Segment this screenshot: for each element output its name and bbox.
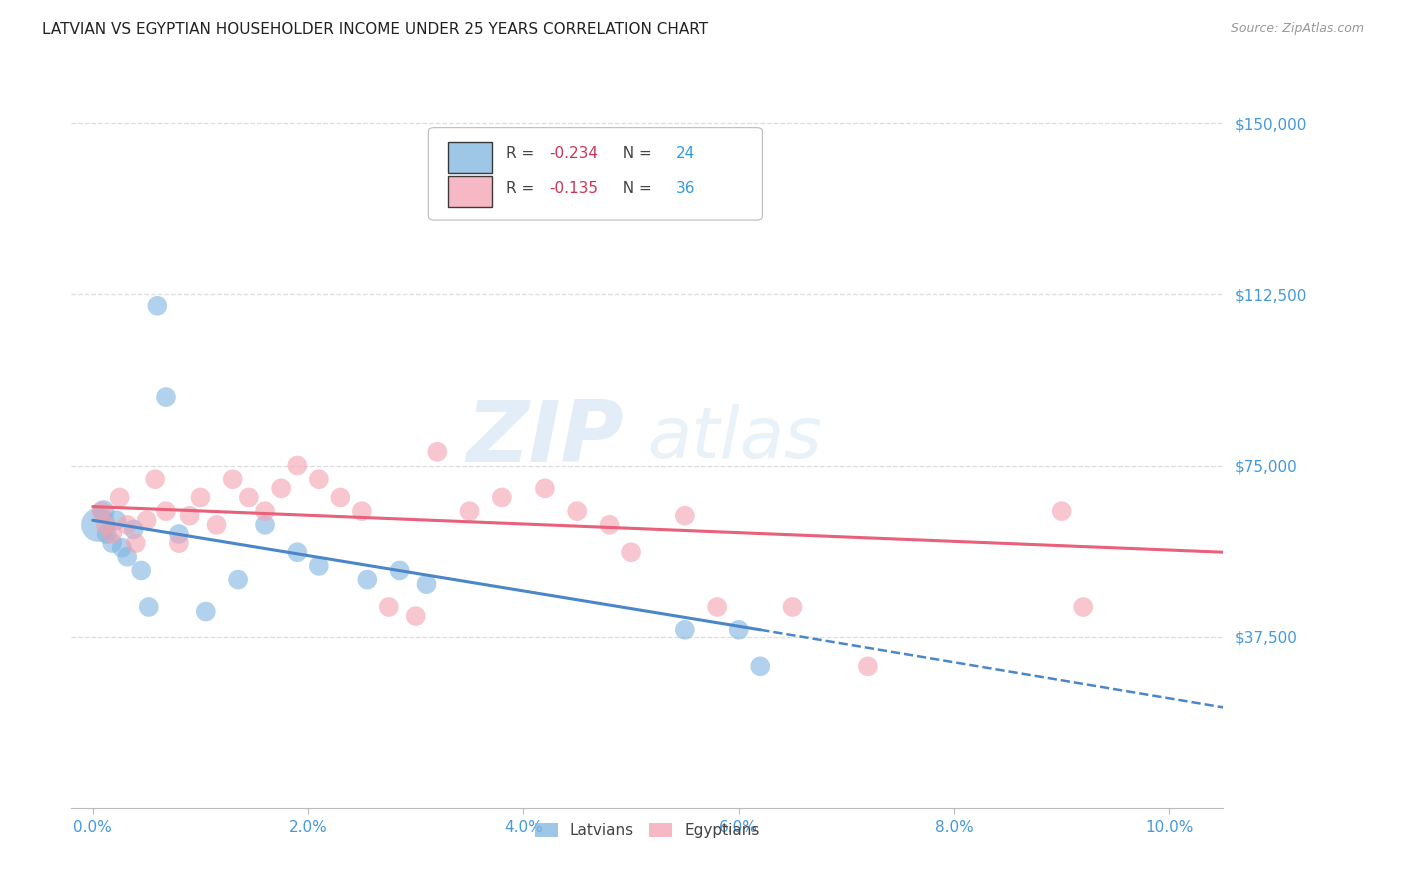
Text: Source: ZipAtlas.com: Source: ZipAtlas.com <box>1230 22 1364 36</box>
Point <box>167 536 190 550</box>
Point <box>111 541 134 555</box>
Point <box>155 504 177 518</box>
Point <box>285 545 308 559</box>
Point <box>599 517 621 532</box>
Point <box>101 536 124 550</box>
Point <box>155 390 177 404</box>
Point <box>105 513 128 527</box>
Text: 36: 36 <box>676 181 696 195</box>
Point <box>179 508 201 523</box>
Point <box>458 504 481 518</box>
Text: LATVIAN VS EGYPTIAN HOUSEHOLDER INCOME UNDER 25 YEARS CORRELATION CHART: LATVIAN VS EGYPTIAN HOUSEHOLDER INCOME U… <box>42 22 709 37</box>
Point <box>749 659 772 673</box>
Point <box>329 491 352 505</box>
Point <box>108 491 131 505</box>
FancyBboxPatch shape <box>429 128 762 220</box>
Point <box>350 504 373 518</box>
Point <box>146 299 169 313</box>
Text: -0.135: -0.135 <box>550 181 599 195</box>
Point <box>226 573 249 587</box>
Point <box>90 504 112 518</box>
Point <box>426 445 449 459</box>
Point <box>782 599 804 614</box>
Point <box>87 517 110 532</box>
Point <box>415 577 437 591</box>
Point <box>253 504 276 518</box>
Point <box>620 545 643 559</box>
Point <box>138 599 160 614</box>
Point <box>388 564 411 578</box>
Point <box>856 659 879 673</box>
Point <box>1050 504 1073 518</box>
Point <box>253 517 276 532</box>
Point <box>122 522 145 536</box>
Point <box>1071 599 1094 614</box>
Text: N =: N = <box>613 146 657 161</box>
Point <box>222 472 245 486</box>
Point <box>673 623 696 637</box>
FancyBboxPatch shape <box>449 177 492 208</box>
Point <box>308 558 330 573</box>
Point <box>567 504 589 518</box>
Point <box>115 517 138 532</box>
Point <box>727 623 749 637</box>
Point <box>143 472 166 486</box>
Y-axis label: Householder Income Under 25 years: Householder Income Under 25 years <box>0 304 7 573</box>
Point <box>101 527 124 541</box>
Text: ZIP: ZIP <box>467 397 624 480</box>
Text: -0.234: -0.234 <box>550 146 599 161</box>
Point <box>135 513 157 527</box>
Point <box>238 491 260 505</box>
Point <box>96 527 118 541</box>
Point <box>167 527 190 541</box>
Text: R =: R = <box>506 181 538 195</box>
Point <box>270 481 292 495</box>
Point <box>673 508 696 523</box>
Point <box>194 605 217 619</box>
Point <box>491 491 513 505</box>
Point <box>129 564 152 578</box>
Legend: Latvians, Egyptians: Latvians, Egyptians <box>529 817 766 845</box>
Point <box>534 481 557 495</box>
Point <box>378 599 401 614</box>
Point <box>405 609 427 624</box>
Text: atlas: atlas <box>647 404 823 473</box>
Point <box>94 517 117 532</box>
Point <box>115 549 138 564</box>
Point <box>706 599 728 614</box>
Point <box>356 573 378 587</box>
FancyBboxPatch shape <box>449 142 492 173</box>
Point <box>205 517 228 532</box>
Point <box>190 491 212 505</box>
Point <box>93 504 115 518</box>
Point <box>308 472 330 486</box>
Text: N =: N = <box>613 181 657 195</box>
Text: 24: 24 <box>676 146 695 161</box>
Point <box>125 536 148 550</box>
Point <box>285 458 308 473</box>
Text: R =: R = <box>506 146 538 161</box>
